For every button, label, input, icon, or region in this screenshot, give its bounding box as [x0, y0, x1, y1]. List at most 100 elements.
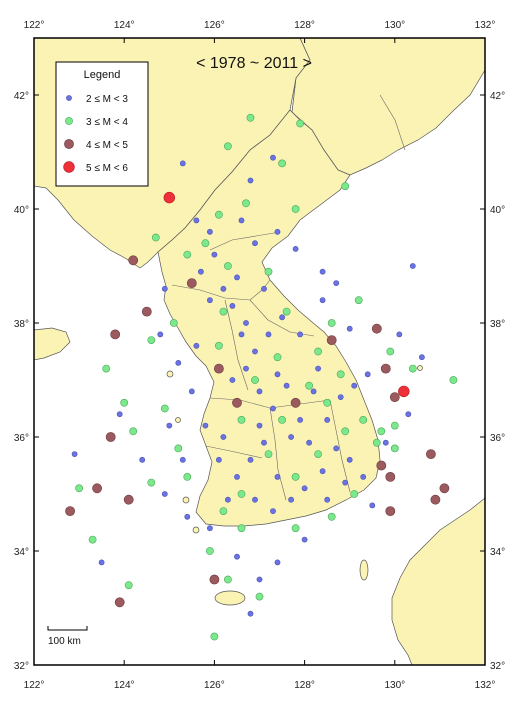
- event-m3: [273, 353, 282, 362]
- event-m2: [202, 422, 209, 429]
- event-m2: [324, 416, 331, 423]
- lon-tick-label-top: 130°: [384, 20, 405, 31]
- event-m2: [261, 439, 267, 446]
- event-m2: [274, 371, 281, 378]
- event-m3: [75, 484, 83, 493]
- lon-tick-label-top: 122°: [24, 20, 45, 31]
- lon-tick-label-bottom: 124°: [114, 680, 135, 691]
- event-m2: [215, 456, 222, 463]
- lat-tick-label-left: 34°: [14, 547, 29, 558]
- event-m2: [274, 559, 281, 566]
- event-m2: [193, 217, 200, 224]
- event-m3: [350, 490, 359, 498]
- event-m2: [224, 496, 231, 503]
- land-island: [182, 496, 190, 504]
- lon-tick-label-bottom: 126°: [204, 680, 225, 691]
- event-m3: [296, 119, 304, 128]
- scale-bar: 100 km: [47, 626, 88, 647]
- lon-tick-label-top: 124°: [114, 20, 135, 31]
- event-m4: [186, 278, 197, 288]
- lon-tick-label-bottom: 130°: [384, 680, 405, 691]
- event-m2: [310, 388, 317, 395]
- event-m2: [346, 456, 353, 463]
- event-m3: [129, 427, 138, 436]
- event-m3: [341, 182, 350, 191]
- event-m3: [251, 376, 259, 384]
- event-m2: [211, 251, 218, 258]
- event-m2: [306, 439, 312, 446]
- event-m3: [390, 421, 399, 430]
- event-m2: [256, 422, 263, 429]
- event-m3: [359, 415, 368, 424]
- event-m2: [247, 610, 254, 617]
- event-m3: [314, 450, 322, 458]
- event-m4: [439, 483, 450, 494]
- event-m3: [372, 438, 381, 447]
- event-m3: [305, 381, 313, 390]
- event-m2: [252, 496, 258, 503]
- event-m4: [326, 335, 337, 345]
- event-m3: [354, 296, 363, 305]
- event-m2: [166, 422, 173, 429]
- lat-tick-label-left: 32°: [14, 661, 29, 672]
- land-shandong: [33, 327, 71, 361]
- event-m2: [243, 320, 249, 326]
- border-line: [224, 299, 249, 391]
- event-m4: [371, 323, 382, 334]
- event-m5: [163, 191, 176, 204]
- event-m3: [408, 364, 417, 373]
- event-m4: [65, 506, 75, 516]
- event-m2: [297, 416, 303, 423]
- event-m2: [369, 502, 376, 509]
- event-m2: [301, 536, 308, 543]
- event-m2: [319, 297, 326, 304]
- lat-tick-label-right: 38°: [490, 319, 505, 330]
- event-m3: [327, 319, 336, 327]
- event-m3: [242, 199, 250, 208]
- event-m3: [223, 575, 232, 584]
- border-line: [269, 407, 287, 501]
- event-m2: [301, 485, 308, 492]
- event-m3: [205, 547, 214, 555]
- legend-symbol: [63, 161, 75, 173]
- event-m2: [265, 331, 272, 338]
- lat-tick-label-left: 38°: [14, 319, 29, 330]
- border-line: [329, 399, 351, 493]
- event-m3: [169, 319, 178, 327]
- event-m2: [98, 559, 105, 566]
- event-m2: [279, 314, 285, 321]
- event-m3: [264, 267, 273, 276]
- event-m3: [214, 341, 223, 350]
- lat-tick-label-right: 36°: [490, 433, 505, 444]
- event-m3: [147, 336, 156, 344]
- event-m4: [213, 363, 224, 374]
- event-m3: [386, 347, 395, 356]
- event-m2: [157, 331, 164, 338]
- land-island: [166, 370, 174, 378]
- event-m4: [114, 597, 125, 608]
- event-m3: [223, 142, 232, 151]
- event-m3: [341, 427, 350, 436]
- event-m4: [141, 306, 152, 317]
- lat-tick-label-right: 34°: [490, 547, 505, 558]
- event-m2: [274, 473, 281, 480]
- legend-label: 2 ≤ M < 3: [86, 94, 128, 105]
- legend-symbol: [65, 117, 73, 125]
- event-m2: [418, 354, 425, 361]
- land-island: [175, 417, 181, 423]
- lat-tick-label-right: 32°: [490, 661, 505, 672]
- event-m4: [123, 494, 134, 505]
- event-m3: [264, 450, 273, 458]
- lat-tick-label-left: 36°: [14, 433, 29, 444]
- event-m2: [161, 491, 168, 497]
- event-m4: [209, 574, 220, 585]
- event-m3: [88, 535, 97, 544]
- land-ulleung: [417, 365, 423, 371]
- land-jeju: [214, 590, 246, 606]
- event-m4: [389, 392, 400, 402]
- event-m2: [179, 160, 186, 167]
- event-m2: [324, 496, 331, 503]
- event-m2: [270, 154, 276, 161]
- event-m2: [333, 445, 340, 452]
